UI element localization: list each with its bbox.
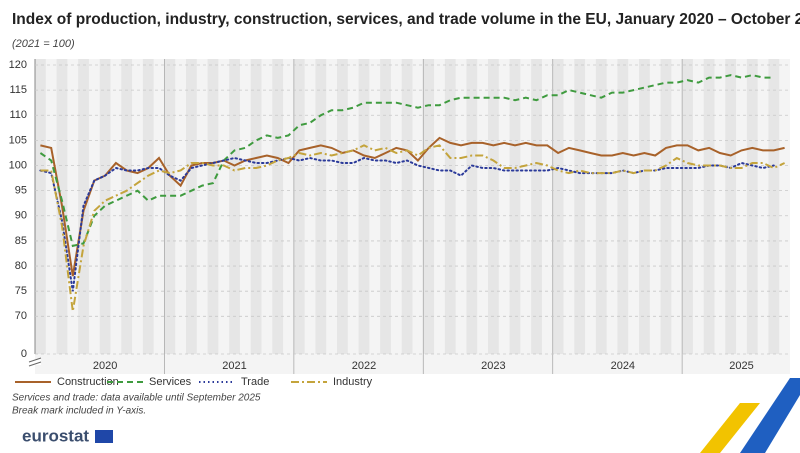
month-stripe	[725, 59, 737, 354]
y-tick-label: 75	[15, 285, 27, 297]
x-tick-label: 2023	[481, 360, 505, 372]
x-tick-label: 2024	[611, 360, 635, 372]
month-stripe	[358, 59, 370, 354]
axis-break	[28, 357, 42, 367]
month-stripe	[444, 59, 456, 354]
chart-subtitle: (2021 = 100)	[12, 38, 75, 50]
month-stripe	[746, 59, 758, 354]
month-stripe	[250, 59, 262, 354]
month-stripe	[315, 59, 327, 354]
month-stripe	[703, 59, 715, 354]
month-stripe	[574, 59, 586, 354]
logo-text: eurostat	[22, 426, 89, 445]
y-tick-label: 95	[15, 185, 27, 197]
month-stripe	[121, 59, 133, 354]
plot-area: 0 70 75 80 85 90 95 100 105 110 115 120 2020 2021 2022…	[9, 59, 790, 374]
note: Services and trade: data available until…	[12, 393, 261, 404]
month-stripe	[164, 59, 176, 354]
axis-break	[29, 359, 41, 365]
legend-label: Services	[149, 376, 192, 388]
series-line	[40, 144, 786, 312]
month-stripe	[186, 59, 197, 354]
month-stripe	[423, 59, 435, 354]
y-tick-label: 0	[21, 348, 27, 360]
month-stripe	[229, 59, 240, 354]
y-tick-label: 100	[9, 159, 27, 171]
decoration	[700, 403, 760, 453]
series-line	[40, 136, 785, 277]
month-stripe	[617, 59, 629, 354]
x-tick-label: 2022	[352, 360, 376, 372]
y-tick-label: 110	[9, 109, 27, 121]
legend-label: Industry	[333, 376, 373, 388]
month-stripe	[466, 59, 478, 354]
month-stripe	[272, 59, 284, 354]
month-stripe	[768, 59, 780, 354]
y-tick-label: 85	[15, 235, 27, 247]
logo-flag	[95, 430, 113, 443]
month-stripe	[337, 59, 348, 354]
y-tick-label: 70	[15, 310, 27, 322]
month-stripe	[293, 59, 305, 354]
chart-title: Index of production, industry, construct…	[12, 11, 800, 28]
month-stripe	[380, 59, 391, 354]
x-tick-label: 2025	[729, 360, 753, 372]
y-tick-label: 80	[15, 260, 27, 272]
note: Break mark included in Y-axis.	[12, 406, 146, 417]
legend-label: Construction	[57, 376, 119, 388]
y-tick-label: 105	[9, 134, 27, 146]
month-stripe	[595, 59, 607, 354]
month-stripe	[207, 59, 219, 354]
month-stripe	[639, 59, 650, 354]
month-stripe	[552, 59, 564, 354]
x-tick-label: 2020	[93, 360, 117, 372]
month-stripe	[682, 59, 693, 354]
y-tick-label: 90	[15, 210, 27, 222]
month-stripe	[401, 59, 413, 354]
decoration	[740, 378, 800, 453]
month-stripe	[660, 59, 672, 354]
month-stripe	[509, 59, 521, 354]
month-stripe	[99, 59, 111, 354]
y-tick-label: 115	[9, 84, 27, 96]
x-tick-label: 2021	[222, 360, 246, 372]
y-tick-label: 120	[9, 59, 27, 71]
month-stripe	[142, 59, 154, 354]
month-stripe	[531, 59, 542, 354]
series-line	[39, 74, 774, 248]
month-stripe	[488, 59, 499, 354]
month-stripe	[35, 59, 46, 354]
legend-label: Trade	[241, 376, 269, 388]
